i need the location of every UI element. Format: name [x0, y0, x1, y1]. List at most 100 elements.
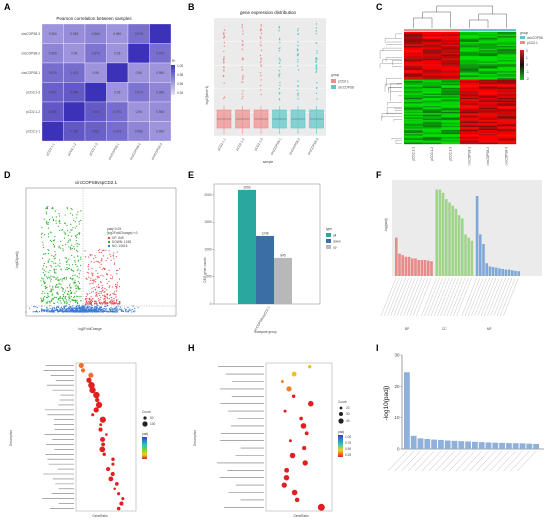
panel-d-xlabel: log2FoldChange [78, 327, 102, 331]
panel-c-heat-cell [441, 75, 461, 77]
panel-c-heat-cell [478, 81, 498, 83]
panel-c-heat-cell [460, 78, 479, 80]
panel-d-point-up [104, 302, 106, 304]
panel-c-heat-cell [497, 34, 517, 37]
panel-c-heat-cell [404, 37, 423, 40]
panel-d-point-no [116, 311, 118, 313]
panel-c-heat-cell [404, 123, 423, 125]
panel-b-outlier [223, 82, 225, 84]
panel-c-heat-cell [497, 65, 517, 68]
panel-d-point-up [94, 255, 96, 257]
panel-d-point-down [78, 243, 80, 246]
panel-c-heat-cell [441, 116, 461, 118]
panel-c-heat-cell [422, 88, 442, 90]
panel-d-point-down [49, 239, 52, 242]
panel-c-heat-cell [422, 54, 442, 56]
panel-d-point-no [33, 305, 35, 308]
panel-c-heat-cell [422, 92, 442, 94]
panel-c-heat-cell [404, 96, 423, 98]
panel-d-point-down [42, 265, 45, 267]
panel-c-heat-cell [441, 51, 461, 54]
panel-g-dot [114, 482, 119, 486]
panel-c-heat-cell [497, 39, 517, 41]
panel-c-heat-cell [460, 47, 479, 49]
panel-c-heat-cell [441, 114, 461, 117]
panel-c-heat-cell [497, 135, 517, 138]
panel-c-heat-cell [478, 53, 498, 55]
panel-label-i: I [376, 343, 379, 353]
panel-c-heat-cell [441, 53, 461, 55]
panel-d-point-up [89, 283, 91, 285]
panel-d-point-no [81, 309, 83, 311]
panel-d-point-no [74, 307, 76, 309]
panel-c-heat-cell [478, 48, 498, 51]
panel-d-point-down [44, 274, 46, 277]
panel-a-row-label: circCOPS8-1 [21, 71, 40, 75]
panel-c-heat-cell [441, 135, 461, 138]
panel-d-point-up [88, 297, 90, 300]
panel-b-outlier [259, 89, 262, 91]
panel-d-point-no [49, 305, 51, 307]
panel-d-point-down [55, 222, 57, 224]
panel-h-dot [299, 416, 303, 421]
panel-d-point-no [91, 308, 93, 311]
panel-d-point-down [67, 241, 69, 243]
panel-d-point-up [119, 301, 121, 304]
panel-f-term-label [412, 277, 429, 317]
panel-b-outlier [297, 44, 299, 47]
panel-c-heat-cell [478, 57, 498, 59]
panel-d-point-no [43, 309, 46, 311]
panel-c-heat-cell [422, 89, 442, 91]
panel-d-point-down [57, 264, 59, 266]
panel-c-heat-cell [404, 48, 423, 51]
panel-c-heat-cell [422, 71, 442, 73]
panel-c-heat-cell [460, 102, 479, 104]
panel-c-heat-cell [460, 118, 479, 121]
panel-i-term-label [415, 450, 435, 472]
panel-b-outlier [315, 42, 318, 44]
panel-h-padj-1: 1.00 [345, 435, 351, 439]
panel-c-heat-cell [497, 120, 517, 122]
panel-c-heat-cell [404, 32, 423, 34]
panel-b-outlier [242, 58, 244, 61]
panel-c-heat-cell [497, 78, 517, 80]
panel-d-point-no [98, 311, 101, 313]
panel-b-outlier [223, 45, 226, 47]
panel-c-heat-cell [422, 137, 442, 139]
panel-g-dot [102, 452, 106, 457]
panel-f-term-label [430, 277, 447, 317]
panel-c-heat-cell [478, 51, 498, 54]
panel-d-point-up [115, 302, 117, 304]
panel-d-point-up [108, 280, 110, 283]
panel-c-heat-cell [441, 95, 461, 97]
panel-a-legend-tick: 1.00 [177, 64, 183, 68]
panel-f-bar [457, 215, 461, 276]
panel-c-heat-cell [422, 110, 442, 112]
panel-c-heat-cell [422, 46, 442, 48]
panel-d-point-down [51, 260, 53, 263]
panel-b-outlier [242, 95, 244, 97]
panel-f-bar [454, 208, 458, 276]
panel-d-point-down [61, 229, 64, 231]
panel-d-point-up [85, 277, 87, 280]
panel-d-point-no [127, 311, 129, 313]
panel-c-heat-cell [460, 61, 479, 63]
panel-d-point-up [91, 298, 94, 300]
panel-d-point-up [113, 301, 116, 303]
panel-d-point-no [57, 305, 59, 307]
panel-c-heat-cell [460, 72, 479, 75]
panel-d-point-up [100, 252, 102, 254]
panel-g-dot [108, 476, 114, 482]
panel-d-point-no [94, 306, 96, 308]
panel-c-heat-cell [404, 107, 423, 110]
panel-d-point-no [90, 311, 92, 313]
panel-d-point-up [112, 255, 115, 257]
panel-c-heat-cell [497, 76, 517, 79]
panel-c-heat-cell [422, 142, 442, 145]
panel-f-term-label [421, 277, 437, 317]
panel-b-outlier [278, 99, 281, 101]
panel-a-row-label: pCD2.1-2 [26, 110, 40, 114]
panel-d-point-up [90, 299, 93, 301]
panel-d-point-down [69, 289, 72, 292]
panel-d-point-down [74, 221, 76, 223]
